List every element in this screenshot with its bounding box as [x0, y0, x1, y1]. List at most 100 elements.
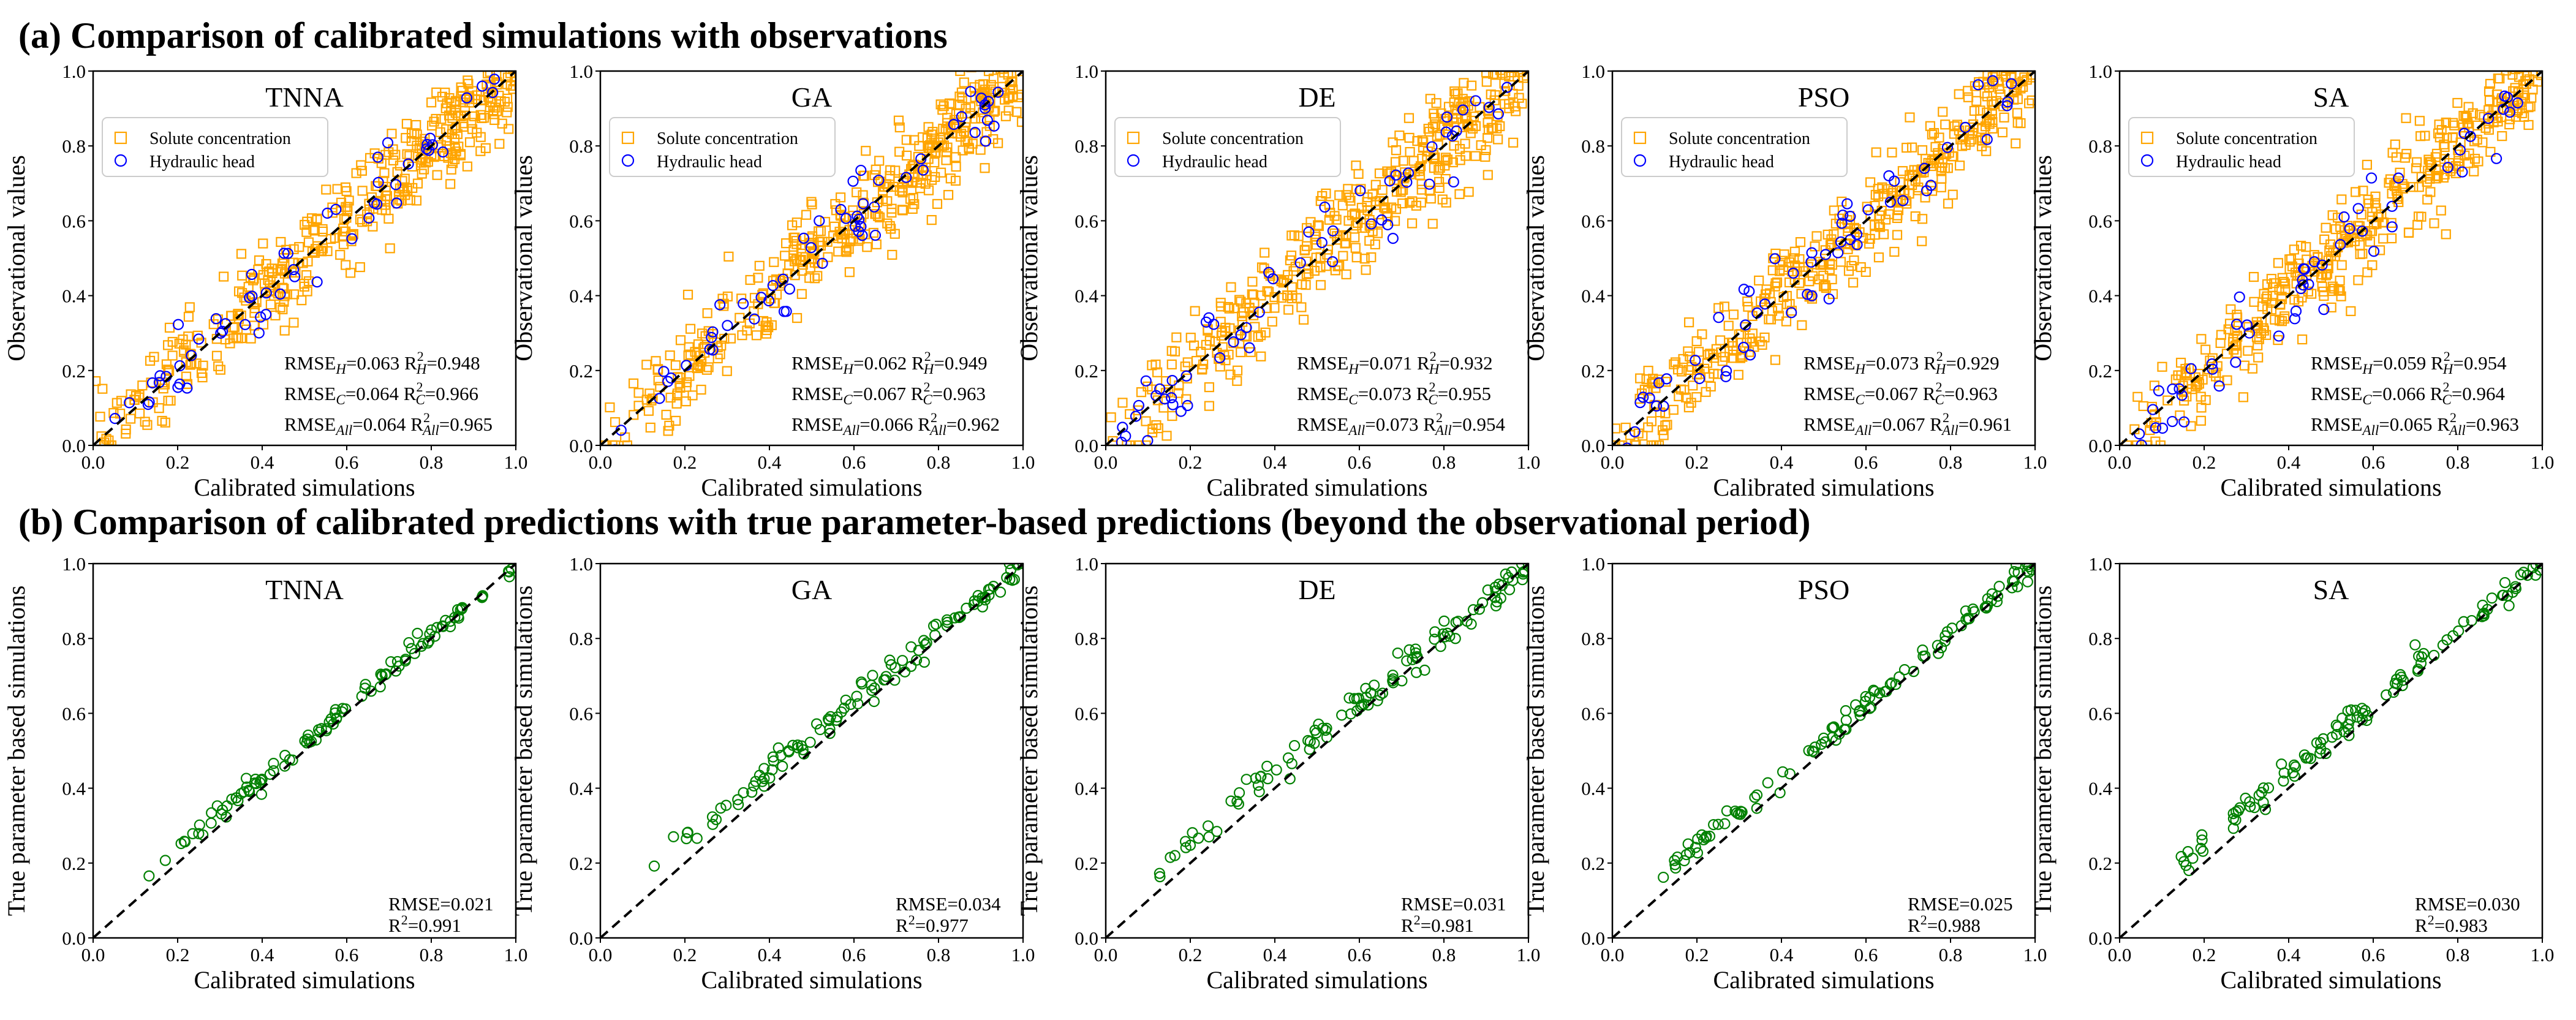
y-tick-label: 0.0 — [62, 927, 86, 949]
reference-line — [1611, 70, 2036, 447]
solute-point — [830, 198, 840, 210]
head-point — [2318, 304, 2330, 315]
data-points — [2175, 564, 2542, 877]
solute-point — [2025, 59, 2033, 68]
solute-point — [2412, 219, 2423, 230]
prediction-point — [1193, 833, 1204, 844]
x-tick-label: 0.6 — [1854, 451, 1878, 473]
stat-text: RMSEH=0.059 R2 H=0.954 — [2311, 349, 2507, 377]
head-point — [146, 377, 159, 389]
solute-point — [1015, 59, 1024, 68]
head-point — [260, 309, 272, 320]
solute-point — [925, 140, 935, 151]
y-tick-label: 1.0 — [1581, 553, 1605, 575]
head-point — [2368, 246, 2380, 257]
prediction-point — [1310, 727, 1322, 739]
solute-point — [927, 146, 937, 157]
panel-a-sa: 0.00.00.20.20.40.40.60.60.80.81.01.0Cali… — [2029, 59, 2554, 501]
prediction-point — [320, 723, 333, 735]
y-tick-label: 0.8 — [1581, 628, 1605, 649]
solute-point — [2370, 191, 2381, 202]
solute-point — [1821, 282, 1832, 293]
prediction-point — [748, 780, 760, 791]
y-tick-label: 0.0 — [2088, 435, 2112, 456]
y-axis-label: True parameter based simulations — [2029, 586, 2057, 916]
solute-point — [954, 99, 965, 110]
solute-point — [681, 396, 691, 407]
head-point — [1644, 392, 1655, 404]
solute-point — [929, 157, 940, 168]
y-axis-label: Observational values — [2029, 155, 2057, 361]
head-point — [461, 92, 473, 104]
prediction-point — [1435, 641, 1446, 652]
x-tick-label: 0.2 — [2193, 944, 2216, 965]
head-point — [216, 325, 229, 337]
solute-point — [1390, 157, 1401, 167]
prediction-point — [2330, 719, 2342, 731]
solute-point — [1356, 203, 1367, 213]
solute-point — [1429, 163, 1439, 173]
prediction-point — [268, 758, 279, 769]
solute-point — [2353, 275, 2363, 285]
solute-point — [2395, 167, 2405, 178]
reference-line — [599, 70, 1024, 447]
solute-point — [930, 172, 940, 183]
solute-point — [2441, 229, 2451, 240]
head-point — [2206, 358, 2218, 370]
head-point — [437, 146, 449, 158]
head-point — [1327, 256, 1339, 268]
solute-point — [1204, 382, 1215, 393]
panel-a-pso: 0.00.00.20.20.40.40.60.60.80.81.01.0Cali… — [1522, 59, 2047, 501]
prediction-point — [1684, 847, 1696, 858]
prediction-point — [1682, 838, 1694, 850]
solute-point — [1998, 59, 2006, 68]
solute-point — [2393, 191, 2403, 202]
solute-point — [134, 408, 145, 419]
solute-point — [670, 360, 681, 371]
solute-point — [1936, 182, 1946, 192]
solute-point — [407, 183, 418, 193]
solute-point — [499, 59, 507, 68]
solute-point — [1825, 240, 1836, 250]
x-axis-label: Calibrated simulations — [2220, 474, 2441, 501]
solute-point — [769, 298, 779, 308]
solute-point — [402, 149, 412, 159]
prediction-point — [918, 656, 930, 668]
solute-point — [2358, 186, 2368, 196]
solute-point — [191, 358, 202, 369]
head-point — [109, 413, 121, 425]
solute-point — [2194, 379, 2204, 389]
panel-title: PSO — [1798, 81, 1849, 113]
solute-point — [1516, 59, 1525, 68]
solute-point — [717, 293, 728, 304]
solute-point — [2327, 281, 2338, 292]
head-point — [969, 127, 981, 138]
head-point — [2482, 113, 2495, 124]
y-tick-label: 1.0 — [569, 61, 593, 82]
solute-point — [1430, 119, 1440, 129]
prediction-point — [503, 566, 515, 578]
y-tick-label: 0.8 — [569, 628, 593, 649]
head-point — [174, 360, 186, 372]
panel-a-de: 0.00.00.20.20.40.40.60.60.80.81.01.0Cali… — [1015, 59, 1540, 501]
solute-point — [1441, 156, 1451, 166]
prediction-point — [1271, 764, 1282, 776]
prediction-point — [374, 681, 386, 693]
solute-point — [1977, 135, 1988, 146]
solute-point — [1835, 257, 1846, 267]
solute-point — [1427, 219, 1438, 229]
head-point — [425, 132, 436, 144]
prediction-point — [2249, 802, 2261, 814]
solute-point — [2026, 59, 2035, 68]
y-tick-label: 0.6 — [1581, 210, 1605, 232]
x-tick-label: 0.0 — [1601, 451, 1625, 473]
panel-title: GA — [791, 574, 832, 605]
solute-point — [2504, 59, 2513, 68]
solute-point — [1517, 99, 1527, 109]
solute-point — [2363, 194, 2373, 205]
prediction-point — [1449, 633, 1461, 644]
solute-point — [1479, 60, 1488, 69]
prediction-point — [767, 751, 779, 763]
solute-point — [2356, 210, 2366, 220]
